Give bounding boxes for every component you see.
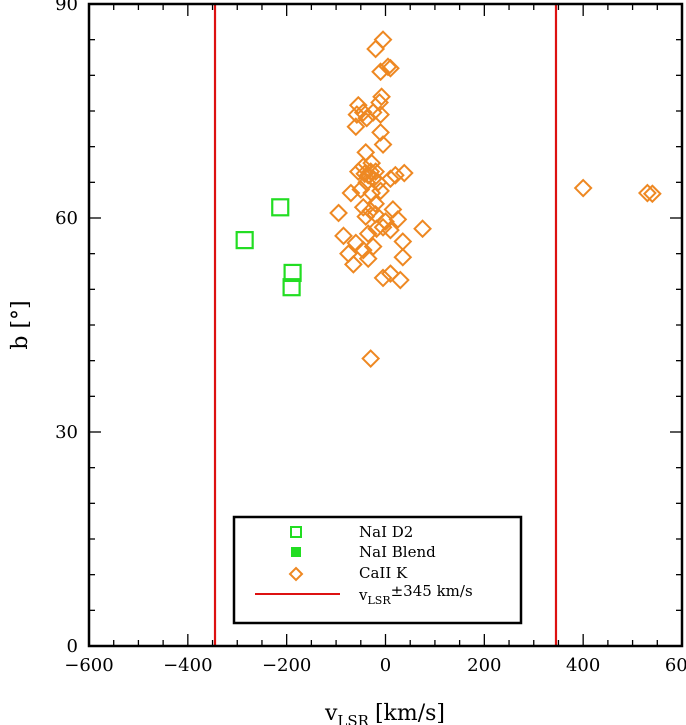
caii-k-point — [372, 87, 391, 107]
data-points — [235, 30, 662, 368]
caii-k-point — [388, 210, 408, 229]
legend-vline-suffix: ±345 km/s — [391, 582, 473, 600]
legend-caii-k-label: CaII K — [359, 564, 408, 582]
caii-k-point — [637, 183, 657, 203]
x-tick-label: 0 — [380, 655, 391, 676]
x-axis-title: vLSR [km/s] — [324, 701, 445, 725]
caii-k-point — [367, 219, 387, 239]
caii-k-point — [355, 164, 375, 184]
caii-k-point — [393, 232, 413, 251]
caii-k-point — [366, 39, 386, 59]
legend-box — [232, 515, 523, 625]
x-tick-label: 600 — [665, 655, 686, 676]
x-tick-labels: −600 −400 −200 0 200 400 600 — [64, 655, 686, 676]
nai-d2-point — [271, 198, 290, 217]
caii-k-point — [348, 162, 368, 182]
y-axis-title: b [°] — [8, 300, 33, 349]
caii-k-point — [346, 117, 366, 137]
x-axis-title-symbol: v — [324, 701, 338, 725]
caii-k-point — [373, 30, 393, 50]
caii-k-point — [343, 254, 363, 274]
x-axis-title-unit: [km/s] — [375, 701, 445, 725]
x-axis-title-subscript: LSR — [337, 712, 369, 725]
caii-k-point — [371, 181, 390, 201]
caii-k-point — [381, 58, 400, 78]
legend-nai-blend-marker — [291, 547, 301, 557]
caii-k-point — [393, 247, 413, 267]
caii-k-point — [371, 62, 390, 82]
y-tick-label: 30 — [55, 422, 78, 443]
legend-nai-d2-label: NaI D2 — [359, 523, 413, 541]
caii-k-point — [573, 178, 593, 198]
x-tick-label: 200 — [467, 655, 501, 676]
legend-nai-blend-label: NaI Blend — [359, 543, 436, 561]
x-tick-label: −200 — [262, 655, 311, 676]
caii-k-point — [373, 268, 393, 288]
legend: NaI D2 NaI Blend CaII K vLSR±345 km/s — [232, 515, 523, 625]
caii-k-point — [329, 203, 348, 223]
nai-d2-point — [235, 231, 254, 250]
x-tick-label: −600 — [64, 655, 113, 676]
caii-k-point — [334, 226, 353, 246]
caii-k-point — [361, 349, 381, 368]
caii-k-point — [358, 224, 378, 244]
caii-k-point — [385, 165, 405, 185]
y-tick-label: 90 — [55, 0, 78, 15]
x-tick-label: −400 — [163, 655, 212, 676]
caii-k-point — [363, 103, 383, 122]
caii-k-point — [353, 240, 373, 260]
legend-caii-k-marker — [288, 566, 304, 582]
caii-k-point — [357, 108, 377, 128]
caii-k-point — [356, 207, 376, 226]
legend-vline-subscript: LSR — [367, 594, 391, 607]
caii-k-point — [347, 105, 367, 124]
y-tick-label: 60 — [55, 208, 78, 229]
axis-ticks — [88, 3, 683, 647]
nai-d2-point — [283, 263, 302, 283]
caii-k-point — [373, 135, 393, 154]
caii-k-point — [381, 220, 400, 240]
caii-k-point — [356, 142, 376, 162]
caii-k-point — [351, 180, 371, 199]
caii-k-point — [381, 264, 400, 284]
caii-k-point — [366, 194, 386, 214]
caii-k-point — [381, 169, 400, 189]
caii-k-point — [394, 163, 414, 183]
caii-k-point — [642, 184, 662, 204]
legend-nai-d2-marker — [290, 526, 302, 538]
y-tick-labels: 0 30 60 90 — [55, 0, 78, 657]
nai-d2-point — [282, 278, 301, 297]
legend-vline-label: vLSR±345 km/s — [358, 582, 473, 607]
velocity-limit-lines — [213, 4, 558, 646]
caii-k-point — [341, 183, 361, 203]
caii-k-point — [390, 270, 410, 290]
caii-k-point — [358, 249, 378, 269]
x-tick-label: 400 — [566, 655, 600, 676]
caii-k-point — [348, 95, 368, 115]
caii-k-point — [366, 162, 386, 182]
legend-vline-symbol: v — [358, 586, 368, 604]
caii-k-point — [413, 219, 432, 239]
y-tick-label: 0 — [67, 636, 78, 657]
caii-k-point — [371, 105, 390, 124]
